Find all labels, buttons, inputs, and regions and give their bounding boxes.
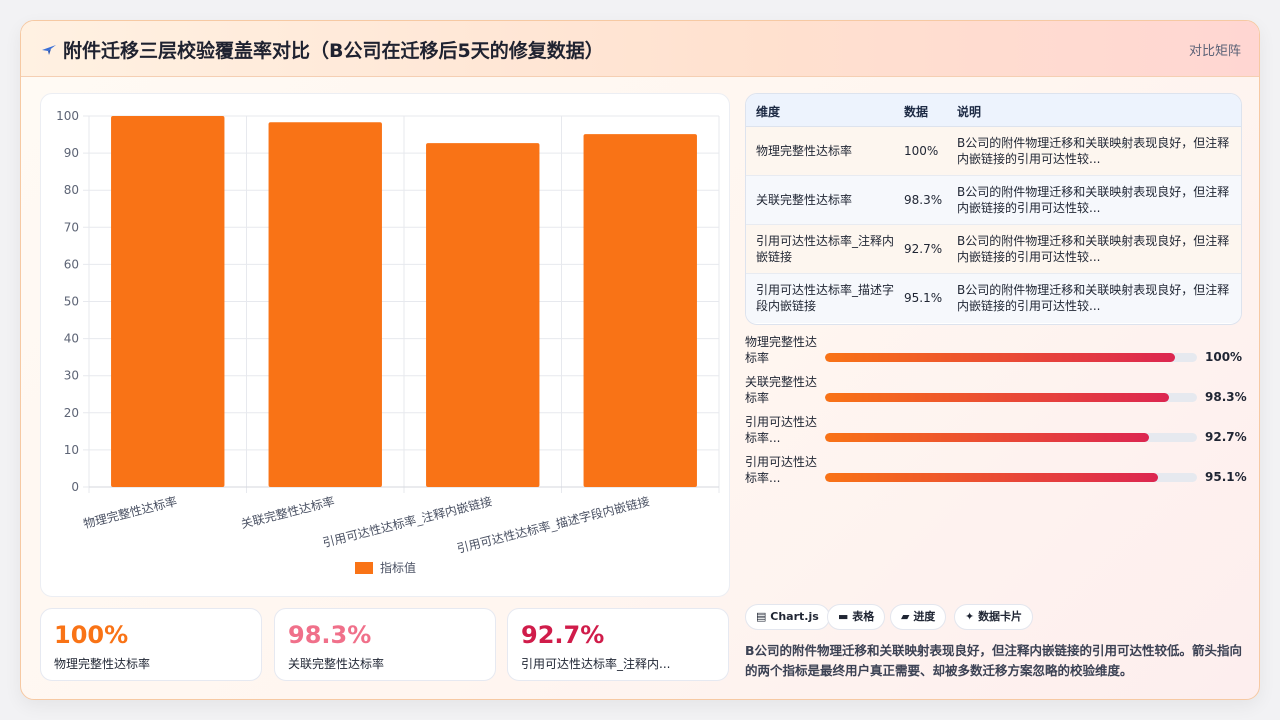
row-dimension: 物理完整性达标率 [756, 144, 853, 158]
y-tick-label: 90 [64, 146, 79, 160]
kpi-value: 100% [54, 621, 129, 649]
progress-row: 引用可达性达标率... 95.1% [745, 454, 1247, 494]
progress-fill [825, 433, 1150, 442]
row-value: 98.3% [904, 193, 943, 207]
y-tick-label: 0 [71, 480, 79, 494]
table-icon: ▬ [838, 610, 849, 623]
chart-icon: ▤ [756, 610, 767, 623]
progress-label: 引用可达性达标率... [745, 415, 818, 445]
bar-1 [111, 116, 225, 487]
data-table: 维度 数据 说明 物理完整性达标率 100% B公司的附件物理迁移和关联映射表现… [745, 93, 1242, 325]
table-header-value: 数据 [904, 105, 929, 119]
page-title: 附件迁移三层校验覆盖率对比（B公司在迁移后5天的修复数据） [63, 40, 604, 62]
y-tick-label: 20 [64, 406, 79, 420]
row-dimension: 引用可达性达标率_注释内嵌链接 [756, 234, 895, 264]
progress-row: 物理完整性达标率 100% [745, 334, 1245, 374]
kpi-label: 关联完整性达标率 [288, 657, 385, 671]
table-header-description: 说明 [957, 105, 982, 119]
progress-fill [825, 353, 1175, 362]
y-tick-label: 60 [64, 257, 79, 271]
progress-track [825, 433, 1197, 442]
chip-table[interactable]: ▬ 表格 [827, 604, 886, 630]
progress-row: 关联完整性达标率 98.3% [745, 374, 1247, 414]
progress-track [825, 473, 1197, 482]
y-tick-label: 50 [64, 295, 79, 309]
bar-4 [583, 134, 697, 487]
row-description: B公司的附件物理迁移和关联映射表现良好，但注释内嵌链接的引用可达性较... [957, 136, 1230, 166]
kpi-label: 物理完整性达标率 [54, 657, 151, 671]
chip-chartjs[interactable]: ▤ Chart.js [745, 604, 830, 630]
progress-list: 物理完整性达标率 100% 关联完整性达标率 98.3% 引用可达性达标率...… [745, 334, 1247, 494]
progress-label: 关联完整性达标率 [745, 375, 818, 405]
chip-label: Chart.js [770, 610, 819, 623]
chip-progress[interactable]: ▰ 进度 [890, 604, 947, 630]
view-tag[interactable]: 对比矩阵 [1188, 44, 1241, 59]
progress-value: 95.1% [1205, 470, 1247, 484]
row-dimension: 引用可达性达标率_描述字段内嵌链接 [756, 283, 895, 313]
y-tick-label: 100 [56, 109, 79, 123]
row-description: B公司的附件物理迁移和关联映射表现良好，但注释内嵌链接的引用可达性较... [957, 283, 1230, 313]
table-header-dimension: 维度 [756, 105, 781, 119]
chip-label: 进度 [913, 610, 936, 623]
progress-value: 92.7% [1205, 430, 1247, 444]
legend-label: 指标值 [380, 560, 416, 575]
table-header: 维度 数据 说明 [746, 94, 1241, 127]
progress-row: 引用可达性达标率... 92.7% [745, 414, 1247, 454]
progress-icon: ▰ [901, 610, 910, 623]
bar-3 [426, 143, 540, 487]
bar-chart-card: 0 10 20 30 40 50 60 70 80 90 100 物理完整性达标率 关联完整性达标率 引用… [40, 93, 730, 597]
table-row[interactable]: 引用可达性达标率_描述字段内嵌链接 95.1% B公司的附件物理迁移和关联映射表… [746, 274, 1241, 323]
summary-note: B公司的附件物理迁移和关联映射表现良好，但注释内嵌链接的引用可达性较低。箭头指向… [745, 643, 1243, 678]
kpi-label: 引用可达性达标率_注释内... [521, 657, 671, 671]
table-row[interactable]: 物理完整性达标率 100% B公司的附件物理迁移和关联映射表现良好，但注释内嵌链… [746, 127, 1241, 176]
bar-2 [268, 122, 382, 487]
kpi-card-physical: 100% 物理完整性达标率 [40, 608, 262, 681]
progress-label: 物理完整性达标率 [745, 335, 818, 365]
progress-value: 98.3% [1205, 390, 1247, 404]
row-dimension: 关联完整性达标率 [756, 193, 853, 207]
row-description: B公司的附件物理迁移和关联映射表现良好，但注释内嵌链接的引用可达性较... [957, 234, 1230, 264]
row-value: 92.7% [904, 242, 943, 256]
row-value: 95.1% [904, 291, 943, 305]
progress-value: 100% [1205, 350, 1243, 364]
kpi-value: 98.3% [288, 621, 372, 649]
legend-swatch [355, 562, 373, 574]
progress-fill [825, 473, 1158, 482]
row-description: B公司的附件物理迁移和关联映射表现良好，但注释内嵌链接的引用可达性较... [957, 185, 1230, 215]
y-tick-label: 30 [64, 369, 79, 383]
kpi-card-relational: 98.3% 关联完整性达标率 [274, 608, 496, 681]
kpi-card-reference: 92.7% 引用可达性达标率_注释内... [507, 608, 729, 681]
card-icon: ✦ [965, 610, 975, 623]
x-tick-label: 物理完整性达标率 [82, 493, 179, 531]
chip-label: 数据卡片 [978, 610, 1023, 623]
progress-track [825, 393, 1197, 402]
y-tick-label: 80 [64, 183, 79, 197]
chip-data-card[interactable]: ✦ 数据卡片 [954, 604, 1034, 630]
row-value: 100% [904, 144, 939, 158]
plane-icon [42, 45, 56, 55]
dashboard-frame: 附件迁移三层校验覆盖率对比（B公司在迁移后5天的修复数据） 对比矩阵 0 10 20… [20, 20, 1260, 700]
y-tick-label: 70 [64, 220, 79, 234]
y-tick-label: 40 [64, 332, 79, 346]
kpi-value: 92.7% [521, 621, 605, 649]
progress-label: 引用可达性达标率... [745, 455, 818, 485]
header: 附件迁移三层校验覆盖率对比（B公司在迁移后5天的修复数据） 对比矩阵 [21, 21, 1259, 77]
chip-label: 表格 [852, 610, 875, 623]
x-tick-label: 关联完整性达标率 [239, 493, 336, 531]
progress-fill [825, 393, 1169, 402]
table-row[interactable]: 关联完整性达标率 98.3% B公司的附件物理迁移和关联映射表现良好，但注释内嵌… [746, 176, 1241, 225]
y-tick-label: 10 [64, 443, 79, 457]
table-row[interactable]: 引用可达性达标率_注释内嵌链接 92.7% B公司的附件物理迁移和关联映射表现良… [746, 225, 1241, 274]
progress-track [825, 353, 1197, 362]
